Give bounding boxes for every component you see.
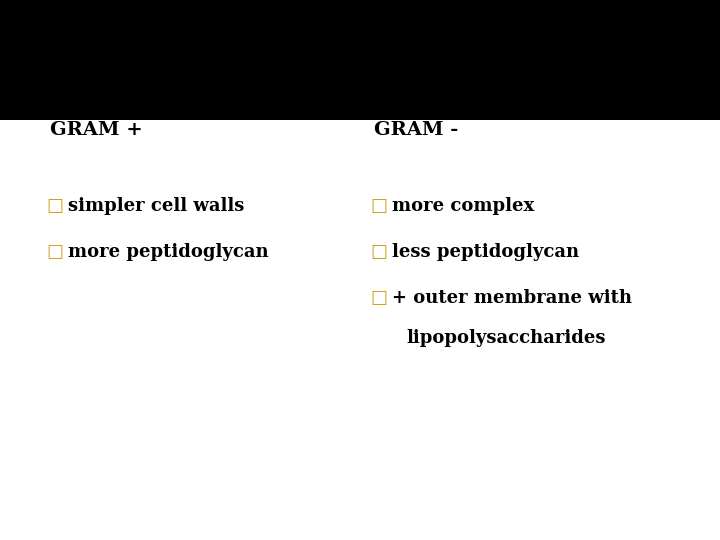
Text: simpler cell walls: simpler cell walls	[68, 197, 245, 215]
Text: □: □	[371, 243, 388, 261]
Text: □: □	[371, 197, 388, 215]
Text: + outer membrane with: + outer membrane with	[392, 289, 632, 307]
Text: more complex: more complex	[392, 197, 535, 215]
Text: GRAM +: GRAM +	[50, 120, 143, 139]
Text: more peptidoglycan: more peptidoglycan	[68, 243, 269, 261]
FancyBboxPatch shape	[0, 0, 720, 120]
Text: GRAM -: GRAM -	[374, 120, 459, 139]
Text: lipopolysaccharides: lipopolysaccharides	[407, 329, 606, 347]
Text: □: □	[371, 289, 388, 307]
Text: □: □	[47, 197, 64, 215]
Text: □: □	[47, 243, 64, 261]
Text: less peptidoglycan: less peptidoglycan	[392, 243, 580, 261]
